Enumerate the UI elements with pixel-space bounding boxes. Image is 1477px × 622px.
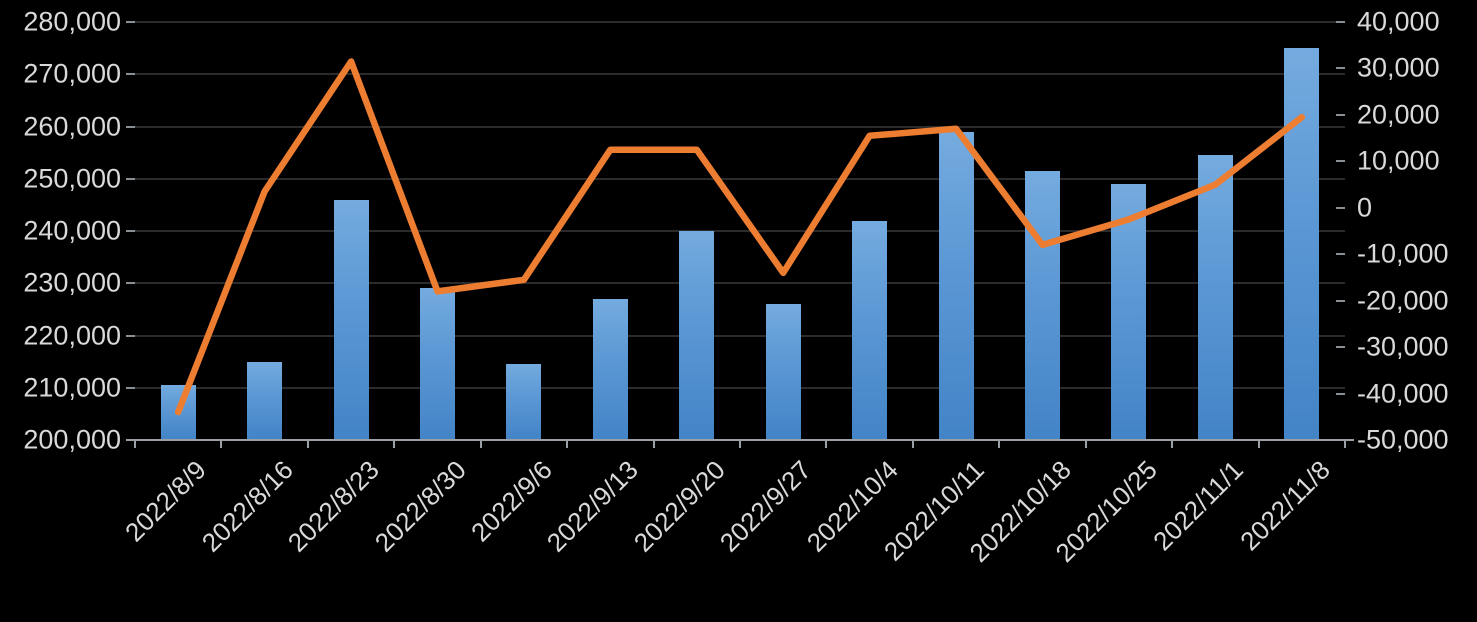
left-axis-tick-label: 260,000 <box>23 111 121 141</box>
left-axis-tick <box>126 125 135 128</box>
left-axis-tick <box>126 282 135 285</box>
right-axis-tick-label: -20,000 <box>1357 285 1449 316</box>
right-axis-tick <box>1336 160 1345 163</box>
x-axis-tick <box>566 440 569 448</box>
left-axis-tick <box>126 177 135 180</box>
x-axis-tick <box>652 440 655 448</box>
right-axis-tick <box>1336 299 1345 302</box>
x-axis-tick <box>134 440 136 448</box>
right-axis-tick <box>1336 113 1345 116</box>
x-axis-category-label: 2022/11/8 <box>1233 454 1336 557</box>
x-axis-tick <box>306 440 309 448</box>
x-axis-category-label: 2022/9/13 <box>541 454 645 558</box>
right-axis-tick-label: -10,000 <box>1357 238 1449 269</box>
right-axis-tick-label: 30,000 <box>1357 52 1440 83</box>
left-axis-tick-label: 270,000 <box>23 58 121 89</box>
right-axis-tick <box>1336 206 1345 209</box>
right-axis-tick <box>1336 392 1345 395</box>
x-axis-tick <box>393 440 396 448</box>
x-axis-tick <box>998 440 1001 448</box>
x-axis-tick <box>479 440 482 448</box>
right-axis-tick-label: 10,000 <box>1357 145 1440 176</box>
left-axis-tick-label: 210,000 <box>23 372 121 403</box>
left-axis-tick-label: 250,000 <box>23 163 121 194</box>
x-axis-category-label: 2022/9/27 <box>713 454 818 558</box>
x-axis-tick <box>739 440 741 448</box>
left-axis-tick <box>126 21 135 23</box>
right-axis-tick <box>1336 67 1345 70</box>
left-axis-tick-label: 280,000 <box>23 6 121 37</box>
right-axis-tick-label: 20,000 <box>1357 99 1440 130</box>
x-axis-tick <box>220 440 223 448</box>
gridline <box>135 21 1345 23</box>
left-axis-tick-label: 230,000 <box>23 267 121 298</box>
left-axis-tick <box>126 230 135 232</box>
x-axis-tick <box>911 440 914 448</box>
left-axis-tick-label: 240,000 <box>23 215 121 246</box>
x-axis-category-label: 2022/8/9 <box>119 454 213 548</box>
x-axis-tick <box>1344 440 1346 448</box>
left-axis-tick-label: 220,000 <box>23 320 121 350</box>
right-axis-tick-label: 0 <box>1357 192 1373 223</box>
left-axis-tick <box>126 334 135 337</box>
left-axis-tick-label: 200,000 <box>23 424 121 455</box>
x-axis-category-label: 2022/8/30 <box>368 454 472 558</box>
right-axis-tick <box>1336 346 1345 349</box>
right-axis-tick <box>1336 253 1345 256</box>
x-axis-tick <box>1171 440 1174 448</box>
x-axis-tick <box>825 440 828 448</box>
x-axis-tick <box>1084 440 1087 448</box>
right-axis-tick-label: -30,000 <box>1357 331 1449 362</box>
x-axis-tick <box>1257 440 1260 448</box>
right-axis-tick-label: -50,000 <box>1357 424 1449 455</box>
x-axis-category-label: 2022/11/1 <box>1147 454 1250 557</box>
left-axis-tick <box>126 386 135 389</box>
right-axis-tick-label: 40,000 <box>1357 6 1440 37</box>
right-axis-tick-label: -40,000 <box>1357 378 1449 409</box>
right-axis-tick <box>1336 21 1345 23</box>
x-axis-category-label: 2022/9/20 <box>627 454 731 558</box>
x-axis-category-label: 2022/8/16 <box>195 454 299 558</box>
x-axis-category-label: 2022/8/23 <box>281 454 385 558</box>
left-axis-tick <box>126 73 135 76</box>
